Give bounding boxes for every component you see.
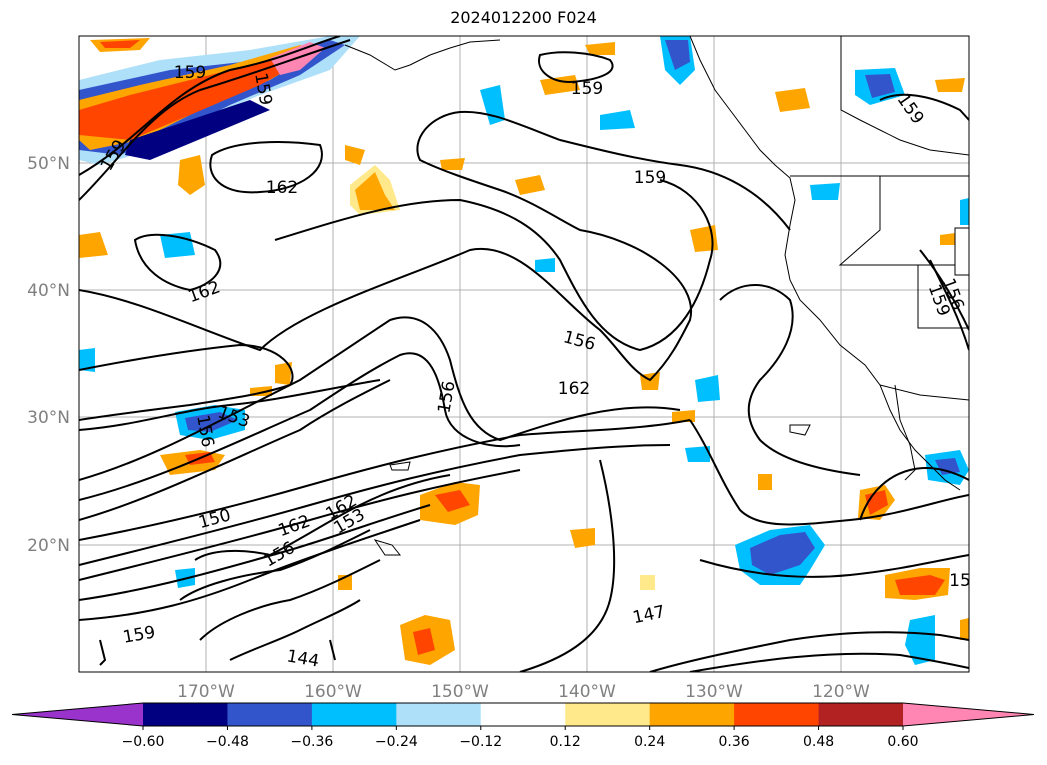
colorbar-segment: [734, 703, 820, 726]
map-panel: 159 159 159 162 162 159 159 156 162 156 …: [79, 36, 971, 672]
contour-label: 162: [558, 379, 590, 399]
lat-axis: 50°N 40°N 30°N 20°N: [27, 154, 70, 556]
map-title: 2024012200 F024: [450, 8, 597, 27]
map-frame: [78, 35, 970, 673]
lon-label: 160°W: [304, 682, 362, 702]
lat-label: 20°N: [27, 536, 70, 556]
colorbar-tick-label: −0.60: [122, 734, 165, 750]
colorbar-tick-label: −0.12: [459, 734, 502, 750]
colorbar-tick-label: −0.36: [290, 734, 333, 750]
colorbar-segment: [311, 703, 397, 726]
colorbar-extend-high: [903, 703, 1034, 726]
colorbar-tick-label: −0.48: [206, 734, 249, 750]
lon-axis: 170°W 160°W 150°W 140°W 130°W 120°W: [177, 682, 870, 702]
contours: [79, 36, 969, 672]
coastline: [344, 36, 969, 556]
colorbar-segment: [649, 703, 735, 726]
lat-label: 40°N: [27, 281, 70, 301]
contour-label: 159: [174, 63, 206, 83]
colorbar: −0.60 −0.48 −0.36 −0.24 −0.12 0.12 0.24 0.36 0.4…: [11, 702, 1035, 750]
colorbar-segment: [818, 703, 904, 726]
colorbar-tick-label: −0.24: [375, 734, 418, 750]
colorbar-extend-low: [12, 703, 143, 726]
contour-label: 159: [634, 168, 666, 188]
colorbar-segment: [565, 703, 651, 726]
lon-label: 120°W: [812, 682, 870, 702]
lon-label: 150°W: [431, 682, 489, 702]
contour-labels: 159 159 159 162 162 159 159 156 162 156 …: [97, 63, 971, 672]
colorbar-segment: [143, 703, 228, 726]
colorbar-tick-label: 0.36: [719, 734, 750, 750]
colorbar-segment: [227, 703, 313, 726]
lat-label: 50°N: [27, 154, 70, 174]
contour-label: 162: [266, 178, 298, 198]
lon-label: 130°W: [685, 682, 743, 702]
lat-label: 30°N: [27, 408, 70, 428]
colorbar-tick-label: 0.60: [887, 734, 918, 750]
lon-label: 140°W: [558, 682, 616, 702]
colorbar-segment: [396, 703, 482, 726]
contour-label: 159: [571, 79, 603, 99]
colorbar-tick-label: 0.24: [634, 734, 665, 750]
contour-label: 15: [949, 571, 971, 591]
colorbar-tick-label: 0.12: [550, 734, 581, 750]
colorbar-segment: [480, 703, 566, 726]
colorbar-tick-label: 0.48: [803, 734, 834, 750]
lon-label: 170°W: [177, 682, 235, 702]
